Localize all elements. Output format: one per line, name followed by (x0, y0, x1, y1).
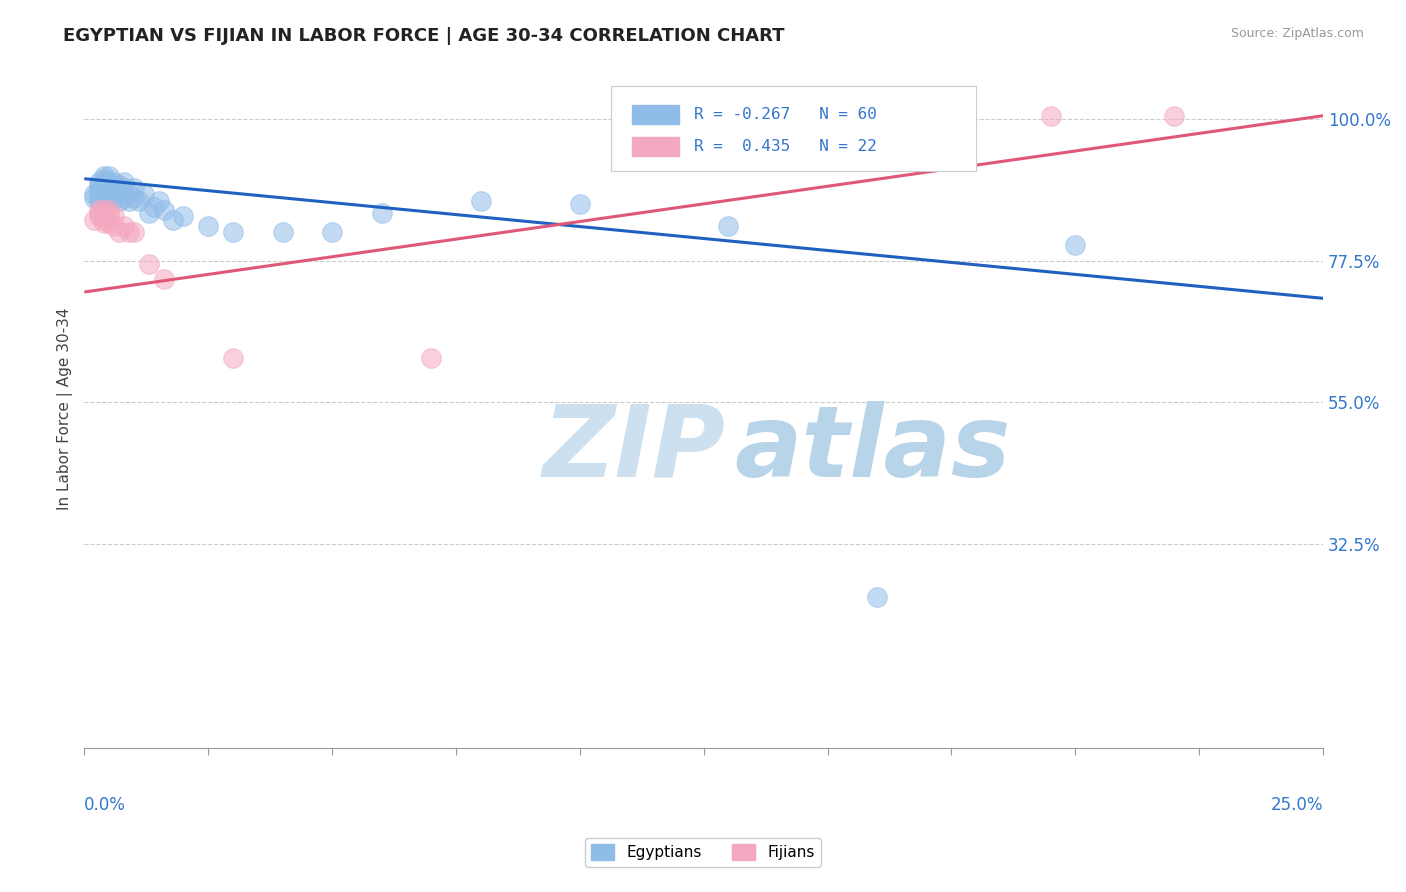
Point (98, 203, 121, 218)
Point (162, 212, 184, 227)
Point (172, 210, 194, 224)
Legend: Egyptians, Fijians: Egyptians, Fijians (585, 838, 821, 866)
Point (118, 194, 141, 208)
Point (470, 194, 492, 208)
Point (103, 181, 125, 195)
Point (103, 175, 125, 189)
Point (271, 225, 294, 239)
Point (98, 175, 121, 189)
Point (222, 351, 245, 365)
Text: 0.0%: 0.0% (84, 796, 127, 814)
Point (89, 175, 111, 189)
Point (89, 187, 111, 202)
Text: 25.0%: 25.0% (1271, 796, 1323, 814)
Point (103, 178, 125, 192)
Point (1064, 237, 1087, 252)
Text: EGYPTIAN VS FIJIAN IN LABOR FORCE | AGE 30-34 CORRELATION CHART: EGYPTIAN VS FIJIAN IN LABOR FORCE | AGE … (63, 27, 785, 45)
Point (93, 212, 115, 227)
Point (98, 191, 121, 205)
Text: Source: ZipAtlas.com: Source: ZipAtlas.com (1230, 27, 1364, 40)
Point (222, 225, 245, 239)
Point (89, 184, 111, 198)
Point (138, 257, 160, 271)
Point (118, 225, 141, 239)
Point (108, 187, 131, 202)
Point (83, 212, 105, 227)
Point (138, 206, 160, 220)
Point (89, 206, 111, 220)
Point (1163, 109, 1185, 123)
Point (98, 194, 121, 208)
Point (112, 175, 135, 189)
Point (89, 210, 111, 224)
Point (93, 187, 115, 202)
Point (93, 171, 115, 186)
Point (108, 178, 131, 192)
Point (103, 210, 125, 224)
Point (103, 187, 125, 202)
Point (568, 197, 591, 211)
Point (122, 181, 145, 195)
Bar (631, 136, 679, 155)
Point (142, 200, 165, 214)
Point (89, 181, 111, 195)
Text: R =  0.435   N = 22: R = 0.435 N = 22 (693, 138, 877, 153)
Point (112, 191, 135, 205)
Text: atlas: atlas (735, 401, 1011, 498)
Point (83, 187, 105, 202)
Bar (631, 105, 679, 124)
Point (98, 178, 121, 192)
FancyBboxPatch shape (610, 86, 976, 170)
Point (103, 219, 125, 233)
Point (98, 181, 121, 195)
Point (89, 178, 111, 192)
Point (93, 191, 115, 205)
Point (93, 194, 115, 208)
Text: R = -0.267   N = 60: R = -0.267 N = 60 (693, 107, 877, 122)
Point (122, 225, 145, 239)
Point (89, 203, 111, 218)
Point (93, 216, 115, 230)
Point (103, 191, 125, 205)
Text: ZIP: ZIP (543, 401, 725, 498)
Point (1039, 109, 1062, 123)
Point (98, 187, 121, 202)
Point (93, 184, 115, 198)
Point (93, 175, 115, 189)
Point (148, 194, 170, 208)
Point (321, 225, 343, 239)
Point (197, 219, 219, 233)
Point (128, 194, 150, 208)
Point (98, 216, 121, 230)
Point (93, 181, 115, 195)
Point (89, 191, 111, 205)
Point (420, 351, 443, 365)
Point (717, 219, 740, 233)
Point (152, 272, 174, 286)
Point (152, 203, 174, 218)
Point (112, 219, 135, 233)
Y-axis label: In Labor Force | Age 30-34: In Labor Force | Age 30-34 (58, 307, 73, 509)
Point (93, 178, 115, 192)
Point (132, 187, 155, 202)
Point (108, 181, 131, 195)
Point (108, 194, 131, 208)
Point (83, 191, 105, 205)
Point (108, 225, 131, 239)
Point (370, 206, 392, 220)
Point (98, 210, 121, 224)
Point (93, 169, 115, 183)
Point (866, 591, 889, 605)
Point (98, 169, 121, 183)
Point (89, 194, 111, 208)
Point (122, 191, 145, 205)
Point (118, 187, 141, 202)
Point (98, 184, 121, 198)
Point (93, 203, 115, 218)
Point (112, 181, 135, 195)
